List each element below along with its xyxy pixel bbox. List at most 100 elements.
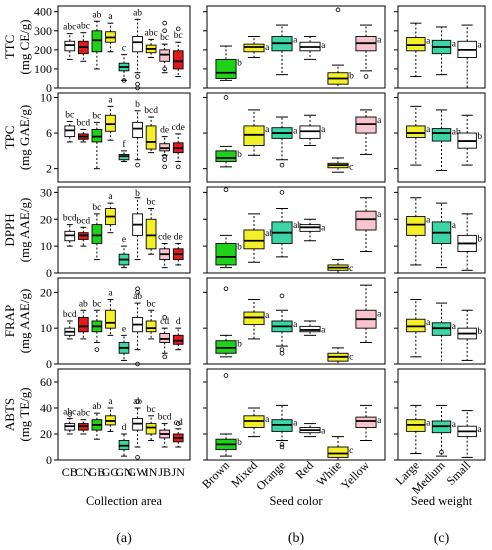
box-Small: b	[457, 213, 482, 271]
box-Red: a	[299, 423, 326, 438]
significance-letter: b	[237, 242, 242, 252]
significance-letter: de	[160, 126, 169, 136]
significance-letter: ab	[293, 221, 302, 231]
outlier-point	[135, 286, 140, 292]
outlier-point	[162, 315, 167, 320]
box-Brown: b	[215, 373, 242, 457]
box-JB: cde	[158, 232, 171, 269]
significance-letter: cd	[160, 317, 169, 327]
outlier-point	[175, 164, 181, 170]
outlier-point	[223, 95, 229, 100]
significance-letter: e	[122, 235, 126, 245]
y-tick-label: 0	[46, 453, 52, 467]
significance-letter: b	[237, 438, 242, 448]
significance-letter: a	[452, 221, 457, 231]
y-axis-label-abts: ABTS(mg TE/g)	[2, 387, 32, 441]
y-axis-label-dpph: DPPH(mg AAE/g)	[2, 198, 32, 263]
box-body	[132, 36, 143, 53]
outlier-point	[439, 449, 444, 455]
significance-letter: a	[321, 125, 326, 135]
outlier-point	[162, 20, 167, 26]
outlier-point	[279, 162, 285, 168]
significance-letter: a	[293, 320, 298, 330]
outlier-point	[135, 455, 140, 460]
y-tick-label: 10	[40, 90, 52, 104]
outlier-point	[223, 187, 229, 192]
box-GW: b	[132, 189, 143, 261]
significance-letter: ab	[79, 299, 88, 309]
box-GG: a	[105, 397, 116, 432]
significance-letter: a	[377, 36, 382, 46]
significance-letter: c	[349, 264, 353, 274]
significance-letter: bc	[160, 33, 169, 43]
significance-letter: b	[135, 100, 140, 110]
box-body	[327, 446, 349, 458]
significance-letter: bcd	[63, 310, 77, 320]
significance-letter: bc	[174, 31, 183, 41]
significance-letter: a	[293, 36, 298, 46]
significance-letter: a	[377, 210, 382, 220]
y-tick-label: 0	[46, 266, 52, 280]
box-Small: a	[457, 410, 482, 458]
box-CN: abc	[77, 22, 90, 62]
panel-frame	[206, 368, 386, 461]
box-GB: bc	[91, 203, 103, 261]
box-Medium: ab	[431, 109, 461, 171]
significance-letter: c	[349, 352, 353, 362]
box-Medium: a	[431, 26, 457, 76]
significance-letter: a	[265, 125, 270, 135]
significance-letter: a	[108, 397, 113, 407]
significance-letter: b	[237, 150, 242, 160]
box-Large: a	[406, 299, 431, 358]
box-JB: cd	[159, 315, 170, 360]
panel-tpc-b: b a a a c a	[203, 92, 386, 183]
box-GG: a	[105, 192, 116, 234]
outlier-point	[223, 286, 229, 292]
box-body	[159, 49, 170, 62]
y-axis-label-tpc: TPC(mg GAE/g)	[2, 105, 32, 170]
box-Mixed: a	[243, 407, 270, 438]
box-GB: bc	[91, 299, 103, 352]
outlier-point	[175, 26, 181, 32]
significance-letter: ab	[133, 292, 142, 302]
box-Red: a	[299, 36, 326, 60]
significance-letter: abc	[145, 28, 158, 38]
box-GG: a	[105, 12, 116, 53]
box-IN: bcd	[144, 106, 158, 154]
panel-frame	[57, 277, 191, 365]
y-tick-label: 200	[34, 43, 52, 57]
x-tick-label: CB	[62, 465, 78, 479]
box-body	[243, 43, 265, 53]
significance-letter: a	[265, 415, 270, 425]
box-CN: ab	[78, 299, 89, 340]
box-JN: cd	[172, 418, 184, 448]
box-Medium: a	[431, 404, 457, 457]
significance-letter: a	[265, 43, 270, 53]
significance-letter: a	[293, 127, 298, 137]
box-Small: b	[457, 309, 482, 361]
box-Mixed: ab	[243, 213, 274, 263]
significance-letter: ab	[133, 397, 142, 407]
box-White: b	[327, 7, 354, 89]
y-tick-label: 0	[46, 81, 52, 95]
significance-letter: b	[477, 234, 482, 244]
outlier-point	[175, 421, 181, 426]
x-axis-title: Seed weight	[411, 494, 473, 508]
box-body	[145, 423, 157, 435]
significance-letter: a	[377, 309, 382, 319]
outlier-point	[135, 81, 140, 87]
box-CN: abc	[77, 409, 90, 435]
y-tick-label: 2	[46, 162, 52, 176]
box-Yellow: a	[355, 197, 382, 252]
box-Red: a	[299, 218, 326, 242]
y-axis-label-line: (mg AAE/g)	[17, 198, 32, 263]
box-JB: de	[159, 126, 170, 170]
panel-frame	[206, 92, 386, 183]
box-Large: a	[406, 404, 431, 454]
significance-letter: a	[452, 420, 457, 430]
box-GN: e	[118, 324, 130, 361]
box-GB: ab	[91, 402, 103, 440]
box-CN: bcd	[76, 216, 90, 247]
